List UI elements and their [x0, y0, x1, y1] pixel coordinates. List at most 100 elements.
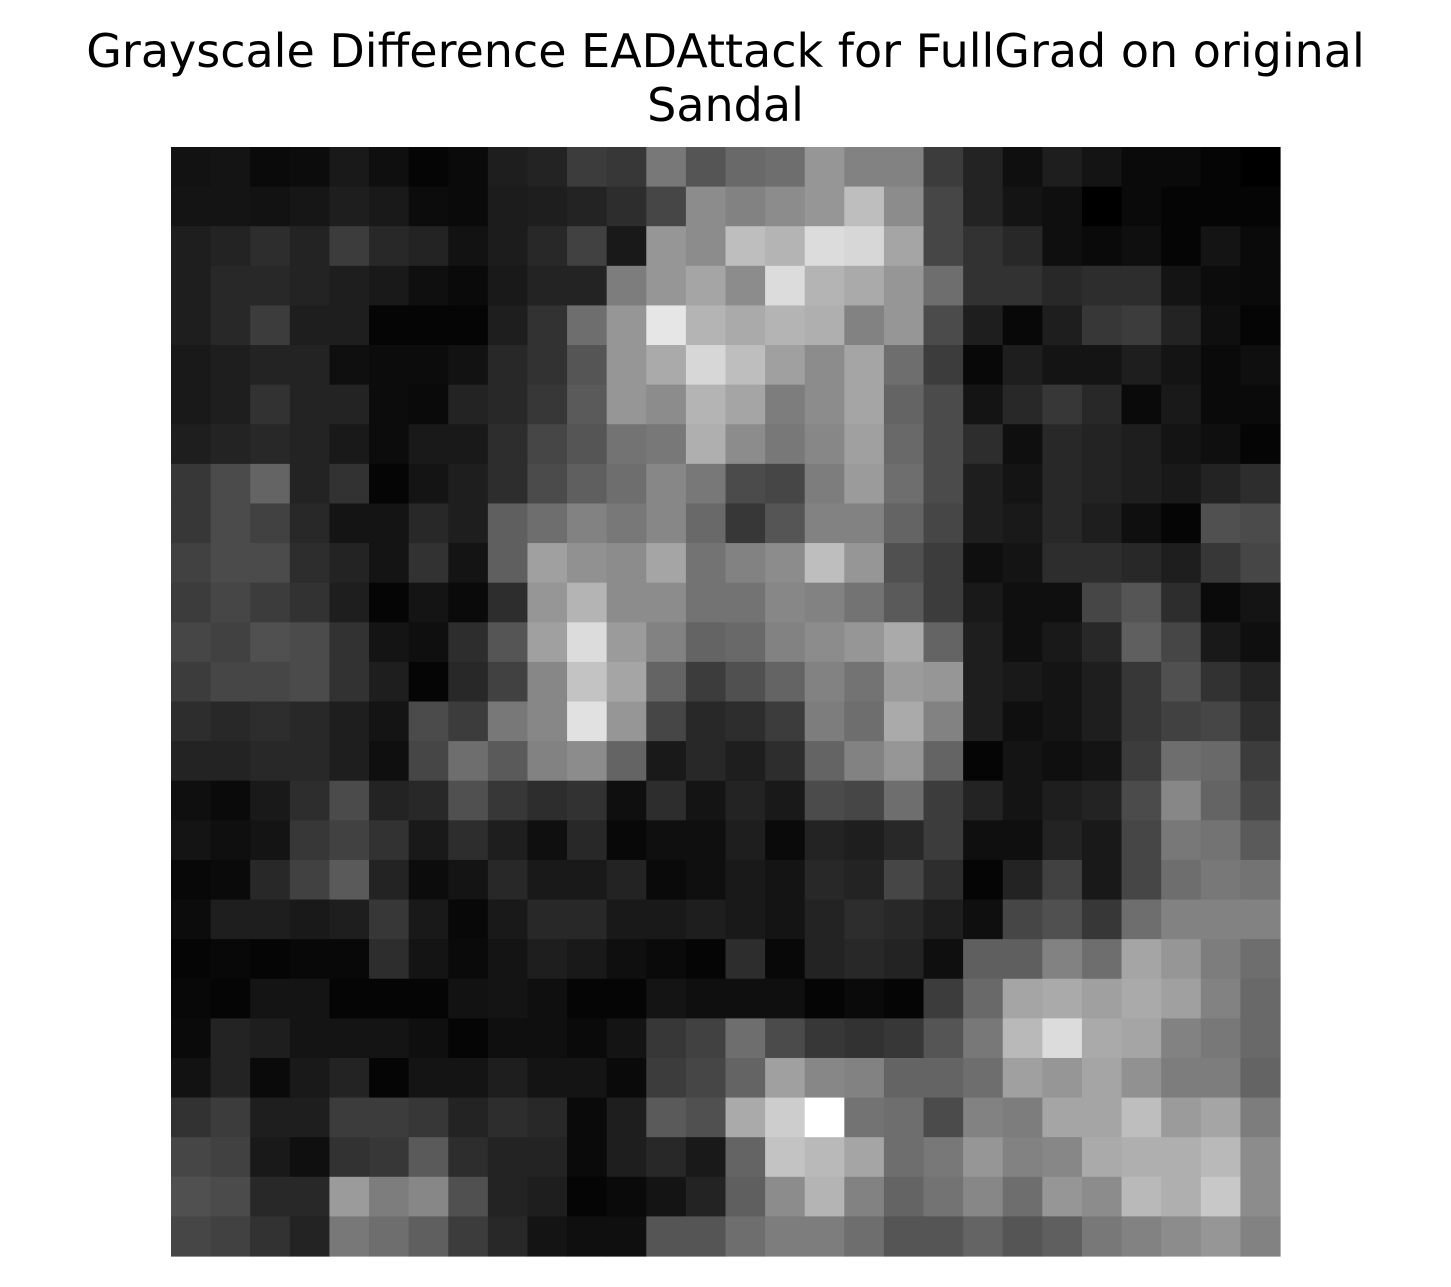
heatmap-cell — [765, 582, 806, 623]
heatmap-cell — [606, 384, 647, 425]
heatmap-cell — [487, 186, 529, 227]
heatmap-cell — [1002, 463, 1043, 505]
heatmap-cell — [1240, 701, 1281, 742]
heatmap-cell — [923, 1137, 964, 1178]
heatmap-cell — [1200, 1137, 1241, 1178]
heatmap-cell — [1240, 820, 1281, 861]
heatmap-cell — [210, 463, 251, 505]
heatmap-cell — [685, 186, 727, 227]
heatmap-cell — [1200, 899, 1241, 940]
heatmap-cell — [923, 978, 964, 1019]
heatmap-cell — [527, 1018, 568, 1059]
heatmap-cell — [171, 582, 212, 623]
heatmap-cell — [606, 226, 647, 267]
heatmap-cell — [408, 384, 449, 425]
heatmap-cell — [171, 780, 212, 821]
heatmap-cell — [448, 186, 489, 227]
heatmap-cell — [1161, 186, 1202, 227]
heatmap-cell — [1200, 503, 1241, 544]
heatmap-cell — [1121, 345, 1162, 386]
heatmap-cell — [804, 345, 845, 386]
heatmap-cell — [408, 978, 449, 1019]
heatmap-cell — [923, 305, 964, 346]
heatmap-cell — [1200, 939, 1241, 980]
heatmap-cell — [804, 305, 845, 346]
heatmap-cell — [1240, 305, 1281, 346]
heatmap-cell — [1200, 859, 1241, 901]
heatmap-cell — [289, 1097, 331, 1138]
heatmap-cell — [448, 1137, 489, 1178]
heatmap-cell — [1200, 1018, 1241, 1059]
heatmap-cell — [606, 899, 647, 940]
heatmap-cell — [1002, 622, 1043, 663]
heatmap-cell — [685, 1176, 727, 1217]
heatmap-cell — [883, 345, 925, 386]
heatmap-cell — [289, 503, 331, 544]
heatmap-cell — [685, 424, 727, 465]
heatmap-cell — [1200, 305, 1241, 346]
heatmap-cell — [725, 622, 766, 663]
heatmap-cell — [1002, 305, 1043, 346]
heatmap-cell — [250, 265, 291, 307]
heatmap-cell — [448, 1057, 489, 1099]
heatmap-cell — [1200, 1216, 1241, 1257]
heatmap-cell — [606, 978, 647, 1019]
heatmap-cell — [487, 1137, 529, 1178]
heatmap-cell — [250, 780, 291, 821]
heatmap-cell — [1081, 147, 1123, 188]
heatmap-cell — [923, 820, 964, 861]
heatmap-cell — [844, 939, 885, 980]
heatmap-cell — [329, 147, 370, 188]
heatmap-cell — [527, 1097, 568, 1138]
heatmap-cell — [765, 978, 806, 1019]
heatmap-cell — [289, 661, 331, 703]
heatmap-cell — [725, 147, 766, 188]
heatmap-cell — [646, 701, 687, 742]
heatmap-cell — [1002, 384, 1043, 425]
heatmap-cell — [369, 424, 410, 465]
heatmap-cell — [1042, 701, 1083, 742]
heatmap-cell — [329, 305, 370, 346]
heatmap-cell — [883, 147, 925, 188]
heatmap-cell — [1161, 265, 1202, 307]
heatmap-cell — [1042, 543, 1083, 584]
heatmap-cell — [527, 939, 568, 980]
heatmap-cell — [210, 384, 251, 425]
heatmap-cell — [685, 939, 727, 980]
heatmap-cell — [250, 1097, 291, 1138]
heatmap-cell — [923, 582, 964, 623]
heatmap-cell — [646, 978, 687, 1019]
heatmap-cell — [1081, 780, 1123, 821]
heatmap-cell — [606, 543, 647, 584]
heatmap-cell — [448, 899, 489, 940]
heatmap-cell — [765, 226, 806, 267]
heatmap-cell — [725, 741, 766, 782]
heatmap-cell — [606, 780, 647, 821]
heatmap-cell — [844, 899, 885, 940]
heatmap-cell — [765, 899, 806, 940]
heatmap-cell — [1042, 186, 1083, 227]
heatmap-cell — [250, 622, 291, 663]
heatmap-cell — [369, 622, 410, 663]
heatmap-cell — [1081, 226, 1123, 267]
heatmap-cell — [289, 939, 331, 980]
heatmap-cell — [250, 503, 291, 544]
heatmap-cell — [527, 1057, 568, 1099]
heatmap-cell — [210, 345, 251, 386]
heatmap-cell — [963, 622, 1004, 663]
heatmap-cell — [844, 503, 885, 544]
heatmap-cell — [1121, 820, 1162, 861]
heatmap-cell — [1161, 424, 1202, 465]
heatmap-cell — [1240, 147, 1281, 188]
heatmap-cell — [844, 978, 885, 1019]
heatmap-cell — [289, 1137, 331, 1178]
heatmap-cell — [1121, 226, 1162, 267]
heatmap-cell — [567, 1216, 608, 1257]
heatmap-cell — [1081, 1097, 1123, 1138]
heatmap-cell — [289, 226, 331, 267]
heatmap-cell — [171, 345, 212, 386]
heatmap-cell — [1200, 741, 1241, 782]
heatmap-cell — [171, 1216, 212, 1257]
heatmap-cell — [1002, 701, 1043, 742]
heatmap-cell — [527, 503, 568, 544]
